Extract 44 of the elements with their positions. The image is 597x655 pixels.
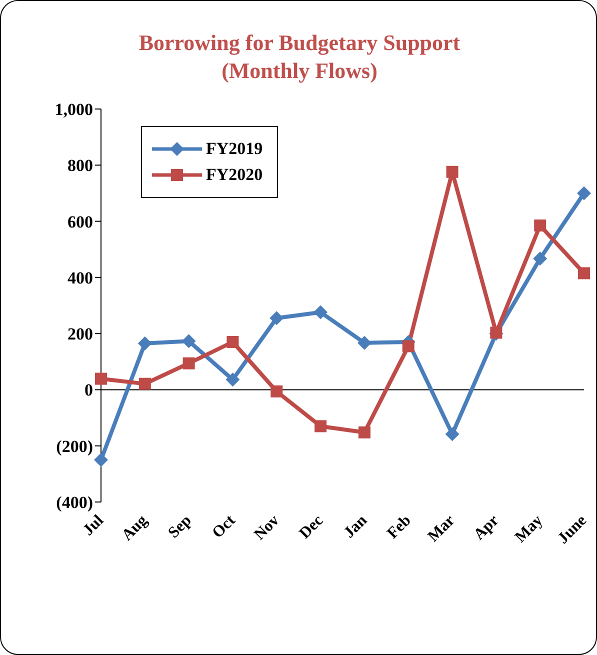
point — [534, 219, 546, 232]
y-tick-label: 400 — [68, 268, 93, 288]
x-tick-label: Aug — [118, 512, 151, 544]
y-tick-label: 800 — [68, 156, 93, 176]
x-tick-label: Oct — [209, 512, 240, 542]
x-tick-label: Feb — [384, 512, 414, 542]
point — [314, 420, 327, 432]
legend-label: FY2020 — [206, 165, 263, 185]
x-tick-label: Mar — [424, 512, 458, 546]
point — [95, 372, 107, 385]
y-tick-label: 600 — [68, 212, 93, 232]
point — [226, 372, 240, 387]
y-tick-label: 0 — [84, 380, 93, 400]
x-tick-label: Nov — [251, 512, 283, 544]
point — [446, 166, 458, 178]
y-tick-label: 1,000 — [54, 100, 93, 120]
x-tick-label: June — [554, 512, 590, 548]
point — [270, 385, 283, 398]
x-tick-label: Dec — [296, 512, 327, 542]
point — [358, 426, 370, 438]
y-tick-label: (200) — [56, 436, 93, 456]
x-tick-label: Jul — [80, 512, 108, 540]
point — [445, 427, 460, 442]
point — [314, 305, 328, 320]
point — [270, 311, 284, 326]
x-tick-label: May — [512, 512, 546, 546]
y-tick-label: 200 — [68, 324, 93, 344]
point — [182, 357, 195, 370]
point — [94, 452, 108, 467]
x-tick-label: Apr — [470, 512, 502, 544]
point — [578, 267, 590, 280]
point — [138, 336, 152, 350]
point — [577, 186, 591, 200]
point — [226, 336, 239, 348]
x-tick-label: Jan — [340, 512, 371, 542]
point — [357, 336, 372, 350]
legend-label: FY2019 — [206, 139, 263, 159]
point — [182, 334, 196, 348]
point — [402, 340, 414, 352]
y-tick-label: (400) — [56, 493, 93, 512]
point — [138, 378, 151, 390]
chart-title: Borrowing for Budgetary Support (Monthly Flows) — [138, 29, 462, 85]
point — [533, 252, 548, 266]
x-tick-label: Sep — [165, 512, 195, 542]
